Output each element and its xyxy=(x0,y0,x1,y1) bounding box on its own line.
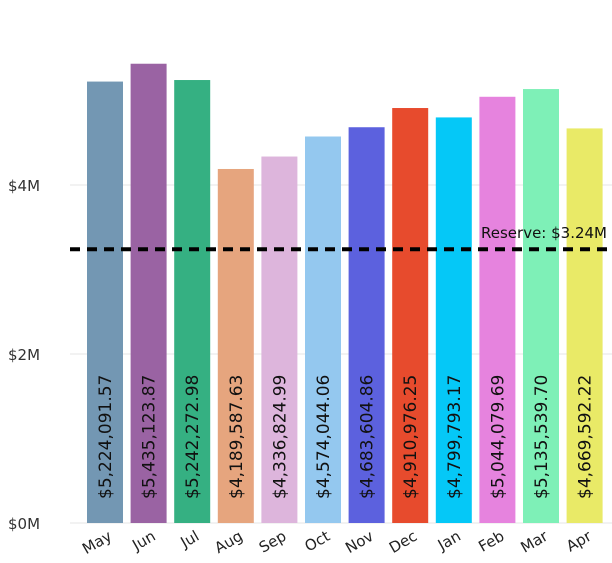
x-tick-label: Jun xyxy=(128,527,158,555)
data-label: $4,683,604.86 xyxy=(358,375,378,499)
data-label: $4,574,044.06 xyxy=(314,375,334,499)
bar xyxy=(392,108,429,523)
x-tick-label: Jan xyxy=(434,527,464,555)
bar xyxy=(348,127,385,524)
bar xyxy=(261,156,298,524)
reference-line-group: Reserve: $3.24M xyxy=(70,224,608,252)
bar xyxy=(305,136,341,523)
x-tick-label: Dec xyxy=(386,527,420,557)
bar xyxy=(566,128,603,523)
x-tick-label: Jul xyxy=(177,527,203,552)
y-tick-label: $2M xyxy=(8,346,40,364)
y-tick-label: $4M xyxy=(8,177,40,195)
x-tick-label: May xyxy=(79,527,115,558)
bar xyxy=(174,80,211,524)
data-label: $5,044,079.69 xyxy=(488,375,508,499)
bar xyxy=(130,63,167,524)
data-label: $5,224,091.57 xyxy=(96,375,116,499)
x-tick-label: Apr xyxy=(563,526,595,555)
x-tick-label: Nov xyxy=(342,527,376,557)
data-label: $5,135,539.70 xyxy=(532,375,552,499)
data-label: $5,242,272.98 xyxy=(183,375,203,499)
bar xyxy=(435,117,472,523)
data-labels: $5,224,091.57 $5,435,123.87 $5,242,272.98 $… xyxy=(96,375,596,499)
data-label: $4,669,592.22 xyxy=(576,375,596,499)
data-label: $4,910,976.25 xyxy=(401,375,421,499)
data-label: $4,799,793.17 xyxy=(445,375,465,499)
reference-line-label: Reserve: $3.24M xyxy=(481,224,607,242)
bar xyxy=(479,96,516,523)
bars xyxy=(87,63,603,524)
x-tick-label: Feb xyxy=(475,527,507,556)
x-tick-label: Oct xyxy=(302,527,334,556)
bar xyxy=(217,168,254,523)
y-axis-ticks: $0M $2M $4M xyxy=(8,177,40,533)
x-tick-label: Sep xyxy=(256,527,289,557)
x-axis-ticks: May Jun Jul Aug Sep Oct Nov Dec Jan Feb Mar Apr xyxy=(79,526,595,558)
bar xyxy=(87,81,123,523)
data-label: $4,189,587.63 xyxy=(227,375,247,499)
y-tick-label: $0M xyxy=(8,515,40,533)
data-label: $5,435,123.87 xyxy=(140,375,160,499)
x-tick-label: Mar xyxy=(517,526,551,556)
x-tick-label: Aug xyxy=(211,527,245,557)
data-label: $4,336,824.99 xyxy=(270,375,290,499)
bar xyxy=(523,89,559,523)
